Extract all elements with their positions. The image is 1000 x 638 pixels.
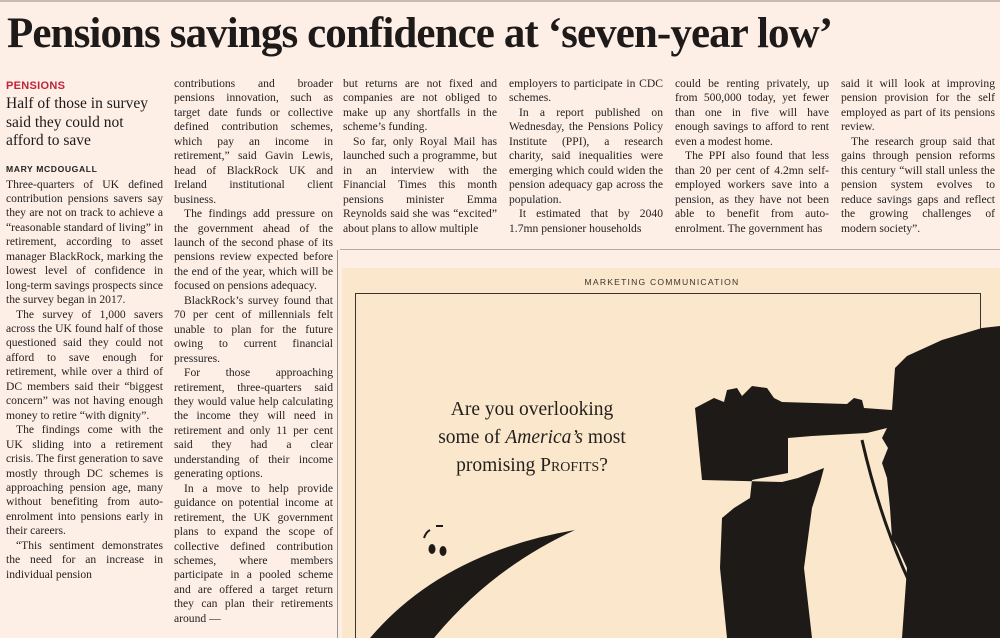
article-column-2: contributions and broader pensions innov… [174,77,333,626]
section-kicker[interactable]: PENSIONS [6,80,66,92]
paragraph: said it will look at improving pension p… [841,77,995,134]
paragraph: Three-quarters of UK defined contributio… [6,177,163,307]
ad-text-smallcaps: Profits [540,455,600,476]
paragraph: employers to participate in CDC schemes. [509,77,663,105]
paragraph: but returns are not fixed and companies … [343,77,497,134]
advertisement[interactable]: MARKETING COMMUNICATION Are you overlook… [342,268,1000,638]
top-rule [0,0,1000,2]
ad-text: promising [456,455,541,476]
eyebrow-mark [423,529,431,539]
binoculars-person-silhouette [695,326,1000,638]
paragraph: In a move to help provide guidance on po… [174,481,333,625]
ad-headline: Are you overlooking some of America’s mo… [402,396,662,480]
ad-illustration [370,326,1000,638]
ad-text: ? [599,455,608,476]
article-column-6: said it will look at improving pension p… [841,77,995,236]
eye-icon [439,546,447,556]
paragraph: The PPI also found that less than 20 per… [675,149,829,235]
paragraph: The research group said that gains throu… [841,134,995,235]
binocular-strap [860,439,983,635]
ad-line: promising Profits? [402,452,662,480]
paragraph: The findings add pressure on the governm… [174,207,333,293]
paragraph: contributions and broader pensions innov… [174,77,333,206]
ad-label: MARKETING COMMUNICATION [584,277,740,287]
ad-line: some of America’s most [402,424,662,452]
paragraph: “This sentiment demonstrates the need fo… [6,538,163,581]
article-standfirst: Half of those in survey said they could … [6,95,149,149]
ad-text: most [582,427,626,448]
author-byline[interactable]: MARY MCDOUGALL [6,163,98,174]
ad-divider [340,249,1000,250]
article-headline: Pensions savings confidence at ‘seven-ye… [7,10,833,57]
column-divider [337,250,338,638]
ad-line: Are you overlooking [450,399,614,420]
paragraph: The survey of 1,000 savers across the UK… [6,307,163,422]
paragraph: For those approaching retirement, three-… [174,366,333,481]
article-column-4: employers to participate in CDC schemes.… [509,77,663,236]
paragraph: In a report published on Wednesday, the … [509,105,663,206]
eye-icon [428,544,436,554]
article-column-5: could be renting privately, up from 500,… [675,77,829,236]
crescent-shape [370,530,575,638]
ad-text: some of [438,427,506,448]
article-column-3: but returns are not fixed and companies … [343,77,497,236]
article-column-1: PENSIONS Half of those in survey said th… [6,77,163,582]
paragraph: It estimated that by 2040 1.7mn pensione… [509,207,663,235]
paragraph: BlackRock’s survey found that 70 per cen… [174,293,333,365]
paragraph: So far, only Royal Mail has launched suc… [343,134,497,235]
ad-text-italic: America’s [505,427,583,448]
paragraph: The findings come with the UK sliding in… [6,423,163,538]
paragraph: could be renting privately, up from 500,… [675,77,829,148]
